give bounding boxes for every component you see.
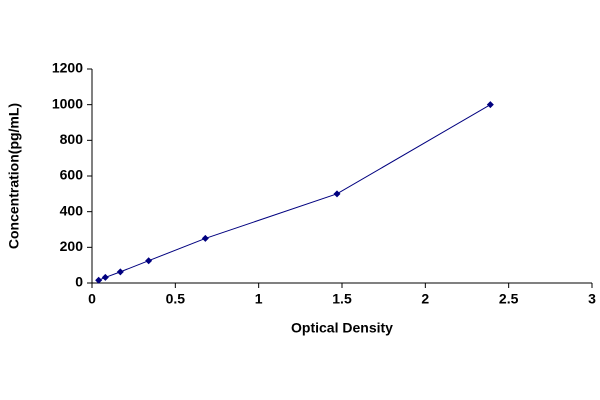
marker	[116, 268, 124, 276]
marker	[333, 190, 341, 198]
marker	[486, 101, 494, 109]
y-tick-label: 800	[60, 131, 84, 147]
x-tick-label: 1	[255, 291, 263, 307]
y-tick-label: 400	[60, 202, 84, 218]
y-axis-title: Concentration(pg/mL)	[6, 103, 22, 249]
x-tick-label: 2.5	[499, 291, 519, 307]
y-tick-label: 1000	[52, 95, 83, 111]
x-tick-label: 1.5	[332, 291, 352, 307]
y-tick-label: 1200	[52, 60, 83, 76]
marker	[95, 276, 103, 284]
y-tick-label: 600	[60, 167, 84, 183]
marker	[145, 257, 153, 265]
x-tick-label: 3	[588, 291, 596, 307]
y-tick-label: 200	[60, 238, 84, 254]
marker	[201, 234, 209, 242]
x-tick-label: 2	[421, 291, 429, 307]
x-axis-title: Optical Density	[291, 320, 393, 336]
curve	[98, 104, 491, 281]
marker	[101, 273, 109, 281]
y-tick-label: 0	[75, 274, 83, 290]
x-tick-label: 0.5	[166, 291, 186, 307]
x-tick-label: 0	[88, 291, 96, 307]
